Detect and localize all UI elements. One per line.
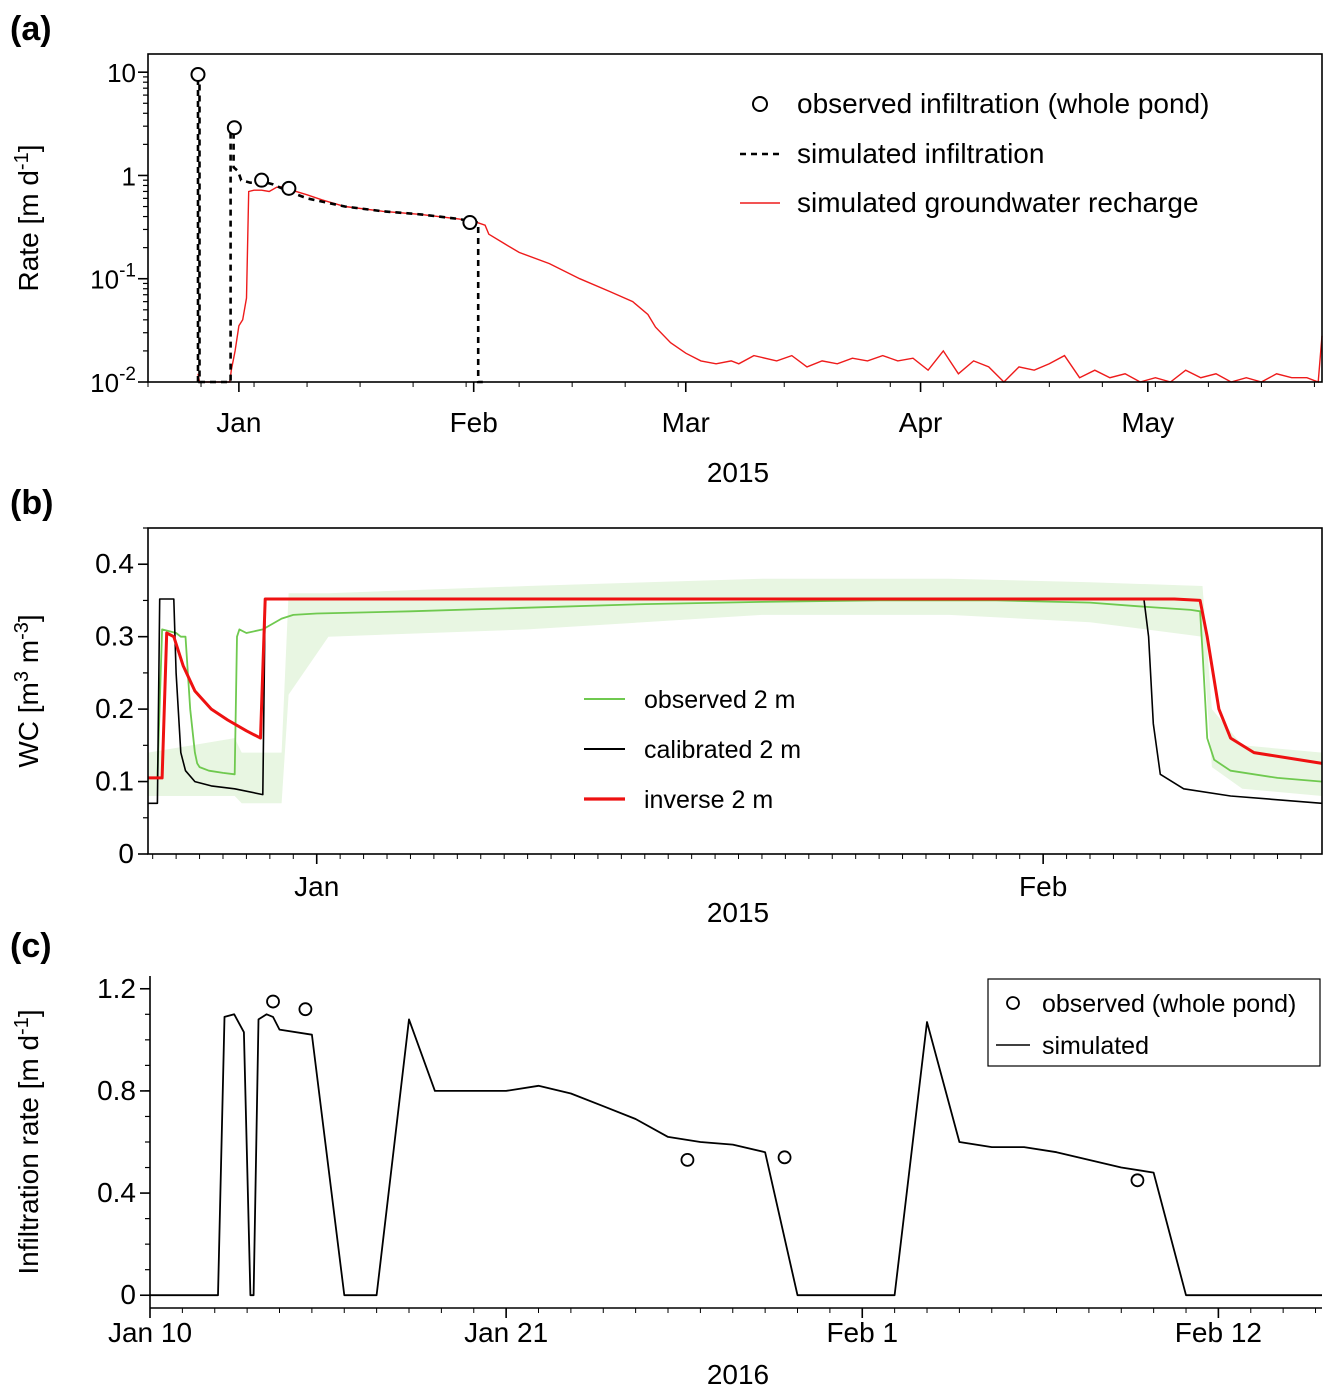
point-observed-whole-pond xyxy=(266,994,280,1009)
y-tick-label: 1.2 xyxy=(97,973,136,1004)
panel-c-ylabel: Infiltration rate [m d-1] xyxy=(11,1009,44,1274)
panel-c-legend: observed (whole pond) simulated xyxy=(987,978,1321,1067)
point-observed-whole-pond xyxy=(298,1002,313,1017)
x-tick-label: Feb 12 xyxy=(1175,1317,1262,1348)
panel-a-xlabel: 2015 xyxy=(707,457,769,488)
panel-b-label: (b) xyxy=(10,484,53,522)
x-tick-label: Feb xyxy=(450,407,498,438)
point-observed-infiltration xyxy=(281,180,297,196)
legend-simulated-recharge: simulated groundwater recharge xyxy=(797,187,1199,218)
series-simulated-infiltration xyxy=(196,73,483,384)
panel-a-frame xyxy=(147,53,1323,383)
panel-b: (b) 0 0.1 0.2 0.3 0.4 Jan Feb WC [m3 m-3] 2015… xyxy=(10,484,1323,928)
point-observed-infiltration xyxy=(190,66,206,82)
panel-a: (a) 10-2 10-1 1 10 Jan Feb Mar Apr May Rate [m d… xyxy=(10,10,1323,488)
panel-a-ylabel: Rate [m d-1] xyxy=(11,145,44,292)
x-tick-label: Jan xyxy=(216,407,261,438)
panel-c-xlabel: 2016 xyxy=(707,1359,769,1389)
panel-b-xlabel: 2015 xyxy=(707,897,769,928)
panel-a-legend: observed infiltration (whole pond) simul… xyxy=(740,88,1209,218)
panel-c-label: (c) xyxy=(10,927,52,965)
panel-b-legend: observed 2 m calibrated 2 m inverse 2 m xyxy=(584,686,801,814)
point-observed-infiltration xyxy=(226,120,242,136)
panel-b-ylabel: WC [m3 m-3] xyxy=(11,614,44,767)
panel-c-legend-box xyxy=(987,978,1321,1067)
panel-c: (c) 0 0.4 0.8 1.2 Jan 10 Jan 21 Feb 1 Feb 12 In… xyxy=(10,927,1322,1389)
y-tick-label: 10-2 xyxy=(90,364,136,398)
legend-circle-symbol xyxy=(1006,996,1020,1010)
point-observed-whole-pond xyxy=(777,1150,792,1165)
legend-simulated-infiltration: simulated infiltration xyxy=(797,138,1044,169)
y-tick-label: 0.1 xyxy=(95,766,134,797)
y-tick-label: 0.8 xyxy=(97,1075,136,1106)
x-tick-label: Feb 1 xyxy=(826,1317,898,1348)
y-tick-label: 0.4 xyxy=(97,1177,136,1208)
y-tick-label: 0.3 xyxy=(95,621,134,652)
panel-a-label: (a) xyxy=(10,10,52,48)
series-observed-2m xyxy=(148,599,1323,783)
y-tick-label: 10-1 xyxy=(90,261,136,295)
observed-uncertainty-band xyxy=(148,578,1322,804)
y-tick-label: 0 xyxy=(118,838,134,869)
panel-b-series xyxy=(148,597,1323,805)
panel-a-axes: 10-2 10-1 1 10 Jan Feb Mar Apr May xyxy=(90,58,1315,438)
legend-circle-symbol xyxy=(752,96,768,112)
panel-b-frame xyxy=(147,527,1323,855)
point-observed-infiltration xyxy=(254,172,270,188)
x-tick-label: Jan 10 xyxy=(108,1317,192,1348)
y-tick-label: 0.2 xyxy=(95,693,134,724)
legend-inverse-2m: inverse 2 m xyxy=(644,786,773,814)
y-tick-label: 1 xyxy=(122,161,136,191)
panel-c-series xyxy=(150,994,1322,1297)
y-tick-label: 0 xyxy=(120,1279,136,1310)
panel-c-axes: 0 0.4 0.8 1.2 Jan 10 Jan 21 Feb 1 Feb 12 xyxy=(97,973,1317,1348)
y-tick-label: 0.4 xyxy=(95,548,134,579)
panel-b-axes: 0 0.1 0.2 0.3 0.4 Jan Feb xyxy=(95,527,1302,902)
x-tick-label: Mar xyxy=(662,407,710,438)
legend-observed-2m: observed 2 m xyxy=(644,686,795,714)
legend-calibrated-2m: calibrated 2 m xyxy=(644,736,801,764)
point-observed-whole-pond xyxy=(680,1152,695,1167)
x-tick-label: May xyxy=(1121,407,1174,438)
x-tick-label: Apr xyxy=(899,407,943,438)
point-observed-whole-pond xyxy=(1130,1173,1145,1188)
point-observed-infiltration xyxy=(462,215,478,231)
series-inverse-2m xyxy=(148,597,1323,780)
legend-observed-whole-pond: observed (whole pond) xyxy=(1042,990,1296,1018)
legend-observed-infiltration: observed infiltration (whole pond) xyxy=(797,88,1209,119)
legend-simulated: simulated xyxy=(1042,1032,1149,1060)
x-tick-label: Feb xyxy=(1019,871,1067,902)
series-calibrated-2m xyxy=(148,598,1323,805)
series-simulated xyxy=(150,1013,1322,1297)
x-tick-label: Jan 21 xyxy=(464,1317,548,1348)
x-tick-label: Jan xyxy=(294,871,339,902)
y-tick-label: 10 xyxy=(107,58,136,88)
